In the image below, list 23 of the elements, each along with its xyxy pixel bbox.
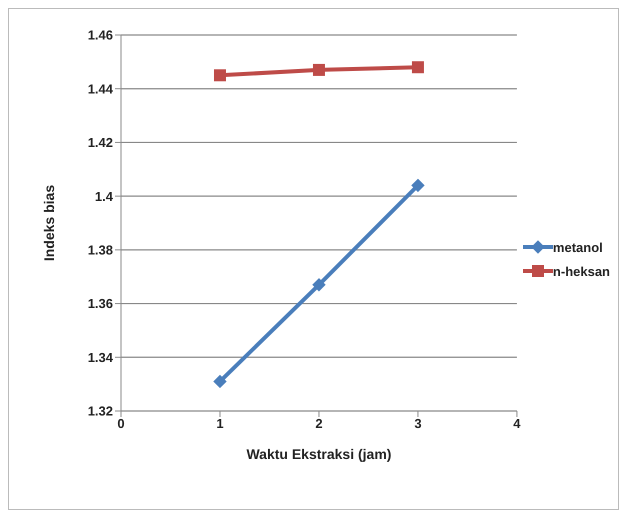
y-axis-title: Indeks bias — [40, 184, 57, 262]
x-tick-label: 3 — [414, 416, 422, 432]
x-axis-title: Waktu Ekstraksi (jam) — [246, 446, 392, 462]
legend-label: n-heksan — [552, 264, 610, 278]
x-tick-label: 2 — [315, 416, 323, 432]
legend-label: metanol — [552, 240, 603, 254]
y-tick-label: 1.46 — [88, 28, 113, 43]
y-tick-label: 1.34 — [88, 350, 114, 365]
x-tick-label: 0 — [117, 416, 125, 432]
y-tick-label: 1.44 — [88, 81, 114, 96]
point — [213, 374, 226, 388]
y-tick-label: 1.36 — [88, 296, 113, 312]
point — [411, 178, 424, 192]
point — [312, 64, 325, 76]
y-tick-label: 1.38 — [88, 242, 113, 258]
point — [412, 61, 424, 74]
y-tick-label: 1.4 — [94, 188, 114, 204]
x-tick-label: 1 — [216, 416, 224, 432]
x-tick-label: 4 — [513, 416, 522, 432]
point — [312, 278, 326, 292]
y-tick-label: 1.42 — [88, 135, 113, 150]
y-tick-label: 1.32 — [88, 404, 113, 419]
point — [214, 69, 226, 82]
